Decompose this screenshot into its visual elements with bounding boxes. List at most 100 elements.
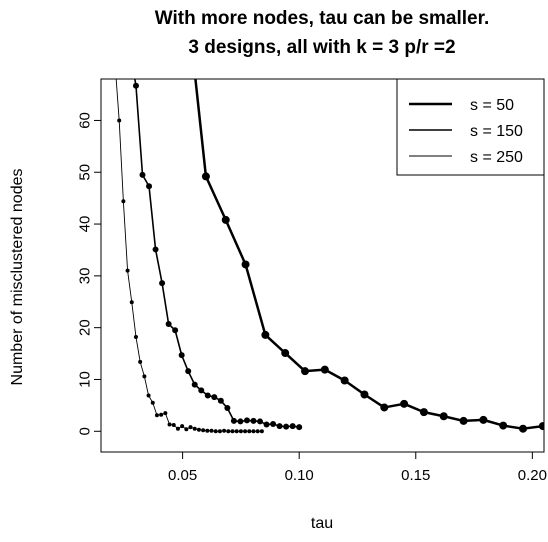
- legend-label: s = 250: [470, 149, 523, 166]
- legend-label: s = 150: [470, 123, 523, 140]
- data-point: [196, 427, 201, 432]
- chart-subtitle: 3 designs, all with k = 3 p/r =2: [188, 37, 455, 58]
- data-point: [380, 403, 389, 412]
- data-point: [180, 424, 185, 429]
- data-point: [281, 349, 290, 358]
- data-point: [439, 412, 448, 421]
- data-point: [146, 393, 151, 398]
- data-point: [217, 429, 222, 434]
- data-point: [243, 417, 250, 424]
- x-tick-label: 0.20: [518, 467, 547, 484]
- data-point: [320, 365, 329, 374]
- data-point: [257, 418, 264, 425]
- data-point: [198, 387, 205, 394]
- data-point: [499, 421, 508, 430]
- data-point: [201, 172, 210, 181]
- data-point: [222, 428, 227, 433]
- y-axis: 0 10 20 30 40 50 60: [77, 112, 102, 435]
- data-point: [261, 330, 270, 339]
- data-point: [340, 376, 349, 385]
- data-point: [171, 423, 176, 428]
- data-point: [209, 428, 214, 433]
- data-point: [191, 381, 198, 388]
- data-point: [237, 418, 244, 425]
- data-point: [538, 422, 544, 431]
- data-point: [250, 417, 257, 424]
- data-point: [133, 334, 138, 339]
- data-point: [150, 400, 155, 405]
- series-2: [132, 79, 303, 431]
- legend-item: s = 50: [409, 97, 514, 114]
- data-point: [301, 367, 310, 376]
- data-point: [154, 413, 159, 418]
- data-point: [251, 429, 256, 434]
- data-point: [230, 429, 235, 434]
- data-point: [221, 215, 230, 224]
- data-point: [217, 397, 224, 404]
- data-point: [289, 423, 296, 430]
- series-layer: [115, 79, 544, 434]
- data-point: [142, 374, 147, 379]
- y-tick-label: 30: [77, 268, 94, 285]
- data-point: [226, 429, 231, 434]
- data-point: [241, 260, 250, 269]
- data-point: [125, 268, 130, 273]
- x-tick-label: 0.05: [168, 467, 197, 484]
- data-point: [204, 392, 211, 399]
- data-point: [129, 300, 134, 305]
- data-point: [263, 421, 270, 428]
- y-tick-label: 40: [77, 216, 94, 233]
- series-1: [194, 79, 544, 433]
- data-point: [175, 426, 180, 431]
- legend-label: s = 50: [470, 97, 514, 114]
- data-point: [247, 429, 252, 434]
- data-point: [184, 427, 189, 432]
- data-point: [205, 428, 210, 433]
- data-point: [211, 394, 218, 401]
- legend-item: s = 250: [409, 149, 523, 166]
- data-point: [163, 411, 168, 416]
- legend-item: s = 150: [409, 123, 523, 140]
- series-line: [134, 79, 300, 428]
- x-axis-label: tau: [311, 515, 333, 532]
- data-point: [360, 390, 369, 399]
- y-tick-label: 20: [77, 319, 94, 336]
- legend: s = 50 s = 150 s = 250: [396, 78, 545, 176]
- x-axis: 0.05 0.10 0.15 0.20: [168, 451, 547, 484]
- y-axis-label: Number of misclustered nodes: [9, 169, 26, 386]
- data-point: [178, 352, 185, 359]
- data-point: [234, 429, 239, 434]
- data-point: [259, 429, 264, 434]
- data-point: [230, 417, 237, 424]
- data-point: [255, 429, 260, 434]
- data-point: [121, 199, 126, 204]
- data-point: [213, 429, 218, 434]
- data-point: [238, 429, 243, 434]
- chart-title: With more nodes, tau can be smaller.: [155, 8, 490, 29]
- y-tick-label: 50: [77, 164, 94, 181]
- y-tick-label: 0: [77, 427, 94, 435]
- data-point: [172, 327, 179, 334]
- data-point: [138, 359, 143, 364]
- y-tick-label: 10: [77, 371, 94, 388]
- data-point: [243, 429, 248, 434]
- x-tick-label: 0.10: [285, 467, 314, 484]
- data-point: [146, 183, 153, 190]
- data-point: [192, 426, 197, 431]
- x-tick-label: 0.15: [401, 467, 430, 484]
- data-point: [188, 425, 193, 430]
- data-point: [479, 415, 488, 424]
- y-tick-label: 60: [77, 112, 94, 129]
- data-point: [419, 408, 428, 417]
- data-point: [159, 280, 166, 287]
- data-point: [167, 422, 172, 427]
- series-line: [115, 79, 262, 432]
- data-point: [519, 424, 528, 433]
- data-point: [117, 118, 122, 123]
- data-point: [283, 423, 290, 430]
- data-point: [159, 412, 164, 417]
- series-3: [115, 79, 264, 434]
- data-point: [165, 321, 172, 328]
- data-point: [132, 82, 139, 89]
